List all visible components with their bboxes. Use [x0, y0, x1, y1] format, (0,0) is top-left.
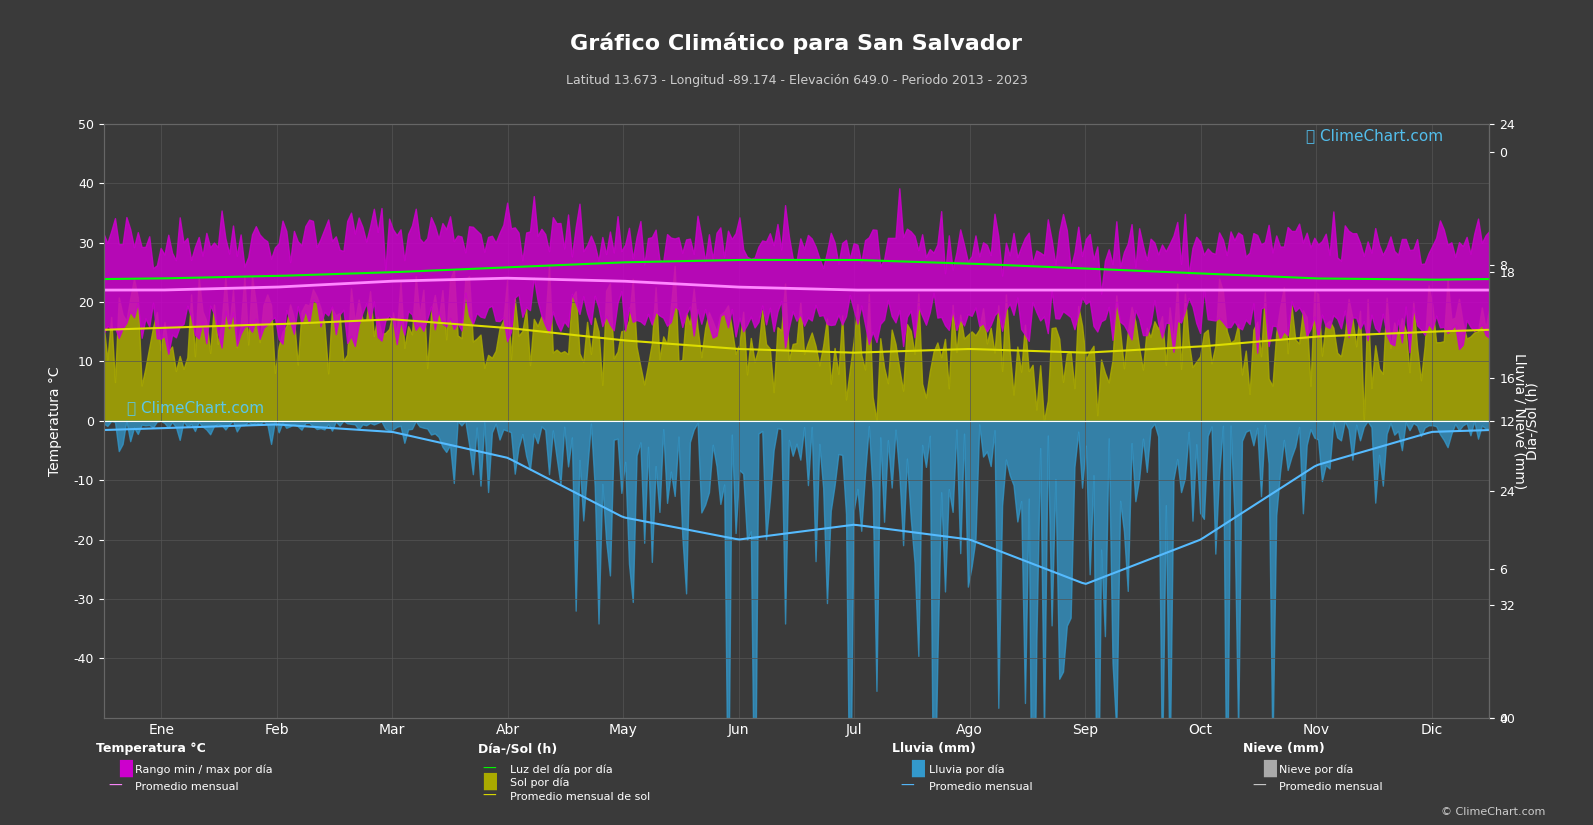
- Text: █: █: [1263, 759, 1276, 777]
- Text: Luz del día por día: Luz del día por día: [510, 765, 613, 775]
- Text: —: —: [1252, 779, 1266, 793]
- Text: —: —: [900, 779, 914, 793]
- Y-axis label: Temperatura °C: Temperatura °C: [48, 366, 62, 475]
- Text: 🌐 ClimeChart.com: 🌐 ClimeChart.com: [127, 400, 264, 416]
- Y-axis label: Lluvia / Nieve (mm): Lluvia / Nieve (mm): [1512, 352, 1526, 489]
- Text: 🌐 ClimeChart.com: 🌐 ClimeChart.com: [1306, 128, 1443, 144]
- Text: Temperatura °C: Temperatura °C: [96, 742, 205, 756]
- Text: Nieve por día: Nieve por día: [1279, 765, 1354, 775]
- Text: Lluvia por día: Lluvia por día: [929, 765, 1004, 775]
- Text: —: —: [483, 762, 497, 776]
- Text: █: █: [483, 772, 495, 790]
- Text: █: █: [911, 759, 924, 777]
- Text: Nieve (mm): Nieve (mm): [1243, 742, 1324, 756]
- Text: Promedio mensual: Promedio mensual: [1279, 781, 1383, 791]
- Text: █: █: [119, 759, 132, 777]
- Text: —: —: [483, 790, 497, 804]
- Text: Día-/Sol (h): Día-/Sol (h): [478, 742, 558, 756]
- Text: —: —: [108, 779, 123, 793]
- Text: Sol por día: Sol por día: [510, 778, 569, 788]
- Text: Promedio mensual: Promedio mensual: [135, 781, 239, 791]
- Text: Promedio mensual: Promedio mensual: [929, 781, 1032, 791]
- Text: Rango min / max por día: Rango min / max por día: [135, 765, 272, 775]
- Text: Lluvia (mm): Lluvia (mm): [892, 742, 977, 756]
- Text: © ClimeChart.com: © ClimeChart.com: [1440, 807, 1545, 817]
- Y-axis label: Día-/Sol (h): Día-/Sol (h): [1526, 382, 1540, 460]
- Text: Promedio mensual de sol: Promedio mensual de sol: [510, 792, 650, 802]
- Text: Latitud 13.673 - Longitud -89.174 - Elevación 649.0 - Periodo 2013 - 2023: Latitud 13.673 - Longitud -89.174 - Elev…: [566, 74, 1027, 87]
- Text: Gráfico Climático para San Salvador: Gráfico Climático para San Salvador: [570, 33, 1023, 54]
